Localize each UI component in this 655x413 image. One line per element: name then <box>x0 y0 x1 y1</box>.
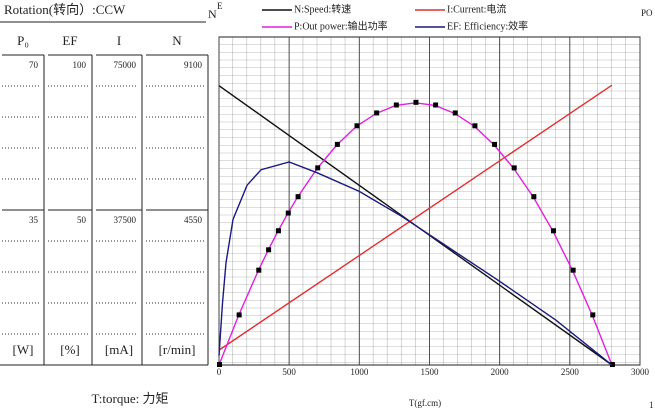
point-marker <box>492 141 498 147</box>
axis-unit: [%] <box>60 342 80 357</box>
point-marker <box>570 267 576 273</box>
series-line <box>218 84 613 351</box>
point-marker <box>285 210 291 216</box>
point-marker <box>315 165 321 171</box>
point-marker <box>295 194 301 200</box>
x-tick-label: 2000 <box>491 367 510 377</box>
point-marker <box>236 312 242 318</box>
legend-label: N:Speed:转速 <box>294 2 351 15</box>
axis-header: I <box>117 33 121 48</box>
y-tick-label: 35 <box>29 215 39 225</box>
x-tick-label: 500 <box>282 367 296 377</box>
point-marker <box>609 362 615 367</box>
y-tick-label: 100 <box>73 60 87 70</box>
x-tick-label: 0 <box>217 367 222 377</box>
x-tick-label: 1000 <box>350 367 369 377</box>
chart-title: Rotation(转向）:CCW <box>4 2 126 17</box>
point-marker <box>433 102 439 108</box>
y-tick-label: 9100 <box>184 60 203 70</box>
axis-unit: [r/min] <box>159 342 196 357</box>
point-marker <box>334 141 340 147</box>
point-marker <box>531 194 537 200</box>
point-marker <box>393 102 399 108</box>
point-marker <box>374 110 380 116</box>
legend-label: I:Current:电流 <box>447 2 506 15</box>
point-marker <box>590 312 596 318</box>
y-tick-label: 37500 <box>114 215 137 225</box>
axis-header: N <box>172 33 182 48</box>
legend-label: EF: Efficiency:效率 <box>447 19 528 32</box>
corner-label: PO <box>641 8 653 18</box>
point-marker <box>217 362 222 367</box>
x-tick-label: 3000 <box>631 367 650 377</box>
point-marker <box>256 267 262 273</box>
point-marker <box>275 228 281 234</box>
point-marker <box>511 165 517 171</box>
point-marker <box>452 110 458 116</box>
point-marker <box>354 123 360 129</box>
point-marker <box>472 123 478 129</box>
axis-header: EF <box>62 33 77 48</box>
x-axis-label: T(gf.cm) <box>409 398 441 408</box>
y-tick-label: 50 <box>77 215 87 225</box>
corner-label: N <box>208 7 217 21</box>
axis-unit: [W] <box>13 342 34 357</box>
axis-unit: [mA] <box>105 342 133 357</box>
x-tick-label: 1500 <box>421 367 440 377</box>
legend-label: P:Out power:输出功率 <box>294 19 388 32</box>
footer: T:torque: 力矩 <box>92 391 169 406</box>
y-tick-label: 4550 <box>184 215 203 225</box>
x-tick-label: 2500 <box>561 367 580 377</box>
y-tick-label: 75000 <box>114 60 137 70</box>
corner-label: 1 <box>649 400 654 410</box>
point-marker <box>550 228 556 234</box>
corner-label: E <box>217 1 223 11</box>
point-marker <box>413 99 419 105</box>
point-marker <box>266 247 272 253</box>
axis-header: P₀ <box>17 33 29 48</box>
y-tick-label: 70 <box>29 60 39 70</box>
series-line <box>218 161 613 366</box>
